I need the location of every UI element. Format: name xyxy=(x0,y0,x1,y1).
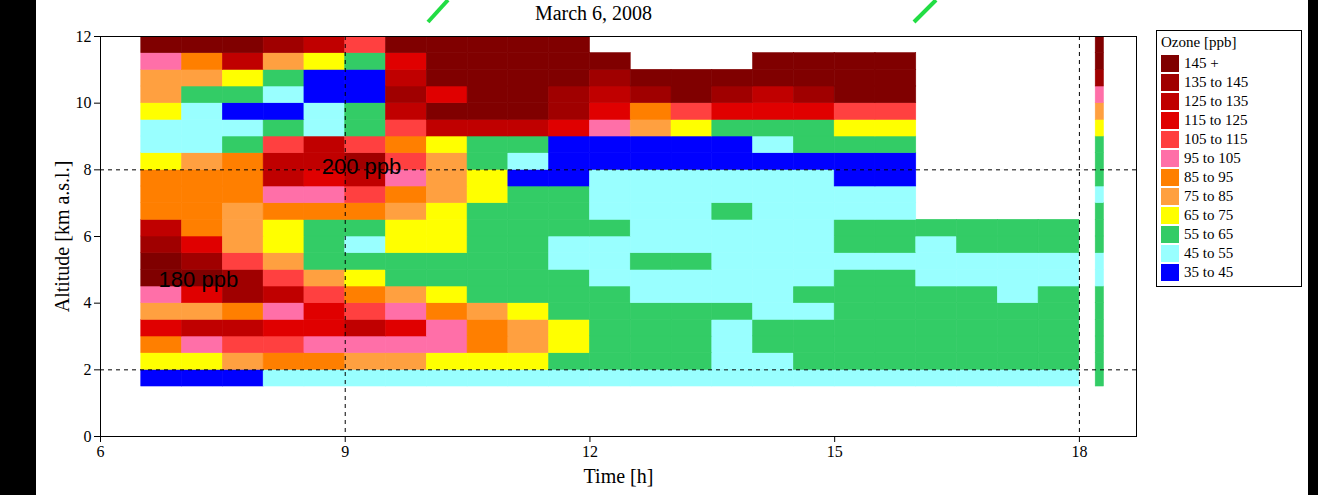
svg-text:6: 6 xyxy=(97,443,105,460)
html-text:125 to 135: 125 to 135 xyxy=(1184,93,1249,109)
svg-text:12: 12 xyxy=(582,443,598,460)
svg-text:180 ppb: 180 ppb xyxy=(159,267,239,292)
svg-text:18: 18 xyxy=(1071,443,1087,460)
svg-text:2: 2 xyxy=(84,361,92,378)
svg-text:15: 15 xyxy=(827,443,843,460)
svg-text:4: 4 xyxy=(84,294,92,311)
html-text:105 to 115: 105 to 115 xyxy=(1184,131,1248,147)
html-text:65 to 75: 65 to 75 xyxy=(1184,207,1234,223)
html-text:35 to 45: 35 to 45 xyxy=(1184,264,1234,280)
html-text:45 to 55: 45 to 55 xyxy=(1184,245,1234,261)
svg-text:10: 10 xyxy=(76,94,92,111)
html-text:March 6, 2008: March 6, 2008 xyxy=(534,2,653,24)
html-text:85 to 95: 85 to 95 xyxy=(1184,169,1234,185)
html-text:55 to 65: 55 to 65 xyxy=(1184,226,1234,242)
svg-text:200 ppb: 200 ppb xyxy=(322,154,402,179)
svg-text:8: 8 xyxy=(84,161,92,178)
html-text:Ozone [ppb]: Ozone [ppb] xyxy=(1161,34,1237,50)
svg-text:Altitude [km a.s.l.]: Altitude [km a.s.l.] xyxy=(51,161,73,313)
html-text:135 to 145: 135 to 145 xyxy=(1184,74,1249,90)
html-text:75 to 85: 75 to 85 xyxy=(1184,188,1234,204)
svg-text:Time [h]: Time [h] xyxy=(584,465,654,487)
html-text:115 to 125: 115 to 125 xyxy=(1184,112,1248,128)
svg-text:12: 12 xyxy=(76,28,92,45)
svg-text:0: 0 xyxy=(84,428,92,445)
html-text:95 to 105: 95 to 105 xyxy=(1184,150,1241,166)
svg-text:6: 6 xyxy=(84,228,92,245)
html-text:145 +: 145 + xyxy=(1184,55,1219,71)
svg-text:9: 9 xyxy=(341,443,349,460)
